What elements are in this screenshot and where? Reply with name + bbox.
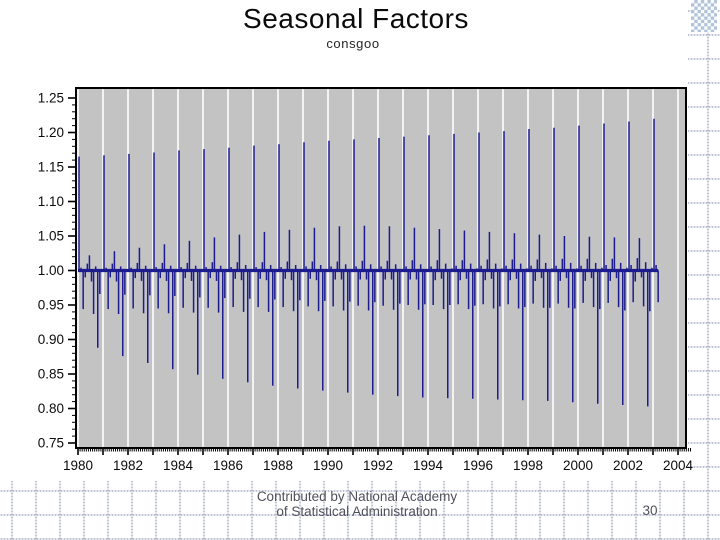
y-axis-labels: 0.75 0.80 0.85 0.90 0.95 1.00 1.05 1.10 1.15 1.20…: [38, 91, 64, 451]
svg-text:1994: 1994: [413, 458, 444, 473]
svg-text:2000: 2000: [563, 458, 593, 473]
svg-text:1990: 1990: [313, 458, 343, 473]
svg-text:0.90: 0.90: [38, 332, 64, 347]
svg-text:1980: 1980: [63, 458, 93, 473]
svg-text:1.20: 1.20: [38, 125, 64, 140]
svg-text:0.95: 0.95: [38, 298, 64, 313]
year-gridlines: [77, 89, 679, 447]
svg-text:1982: 1982: [113, 458, 143, 473]
svg-text:1.10: 1.10: [38, 194, 64, 209]
svg-text:1992: 1992: [363, 458, 393, 473]
svg-text:1986: 1986: [213, 458, 243, 473]
svg-text:1.15: 1.15: [38, 160, 64, 175]
svg-text:2004: 2004: [663, 458, 694, 473]
svg-text:0.75: 0.75: [38, 436, 64, 451]
footer-line-2: of Statistical Administration: [276, 503, 438, 519]
chart-series-subtitle: consgoo: [326, 36, 380, 51]
svg-text:2002: 2002: [613, 458, 643, 473]
x-axis-labels: 1980 1982 1984 1986 1988 1990 1992 1994 1996 1998…: [63, 458, 694, 473]
footer-attribution: Contributed by National Academy of Stati…: [0, 489, 714, 519]
page-number: 30: [642, 503, 658, 518]
svg-text:1.05: 1.05: [38, 229, 64, 244]
y-axis-ticks: [68, 97, 76, 444]
svg-text:0.80: 0.80: [38, 401, 64, 416]
footer-line-1: Contributed by National Academy: [256, 489, 458, 504]
chart-title: Seasonal Factors: [243, 3, 469, 34]
seasonal-needles: [78, 118, 659, 407]
svg-text:1996: 1996: [463, 458, 493, 473]
svg-text:0.85: 0.85: [38, 367, 64, 382]
svg-text:1.25: 1.25: [38, 91, 64, 106]
svg-text:1.00: 1.00: [38, 263, 64, 278]
corner-checker-decoration: [691, 0, 717, 32]
svg-text:1998: 1998: [513, 458, 543, 473]
svg-text:1984: 1984: [163, 458, 194, 473]
x-axis-ticks: [77, 448, 691, 455]
plot-frame: [75, 87, 687, 449]
svg-text:1988: 1988: [263, 458, 293, 473]
